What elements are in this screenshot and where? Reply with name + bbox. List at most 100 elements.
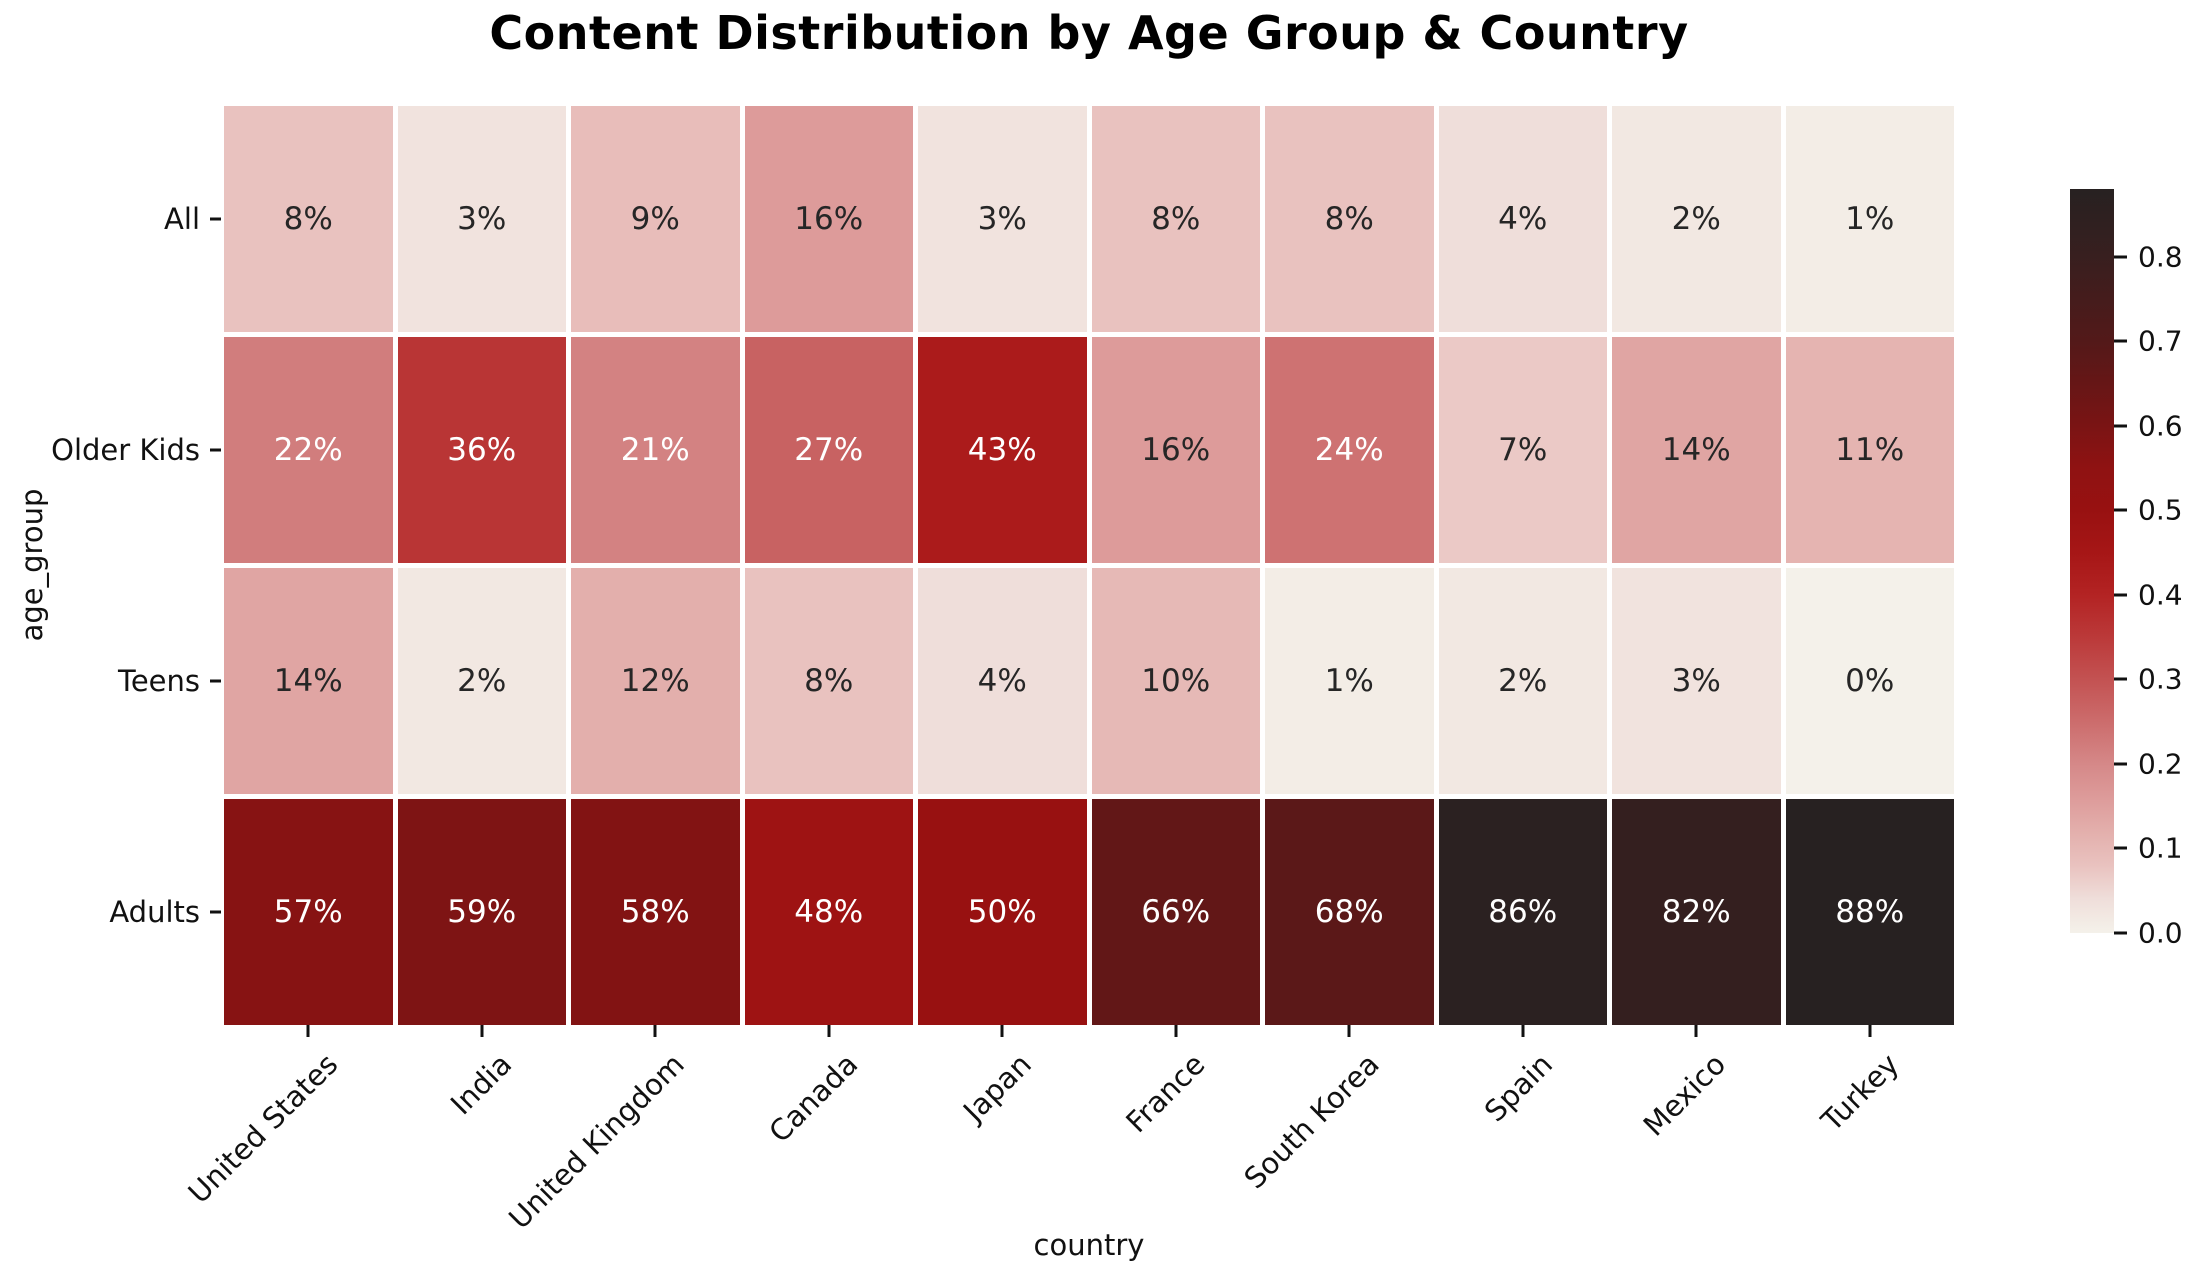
cell-value-label: 4% [1498,200,1548,237]
x-axis-title: country [1033,1228,1145,1262]
heatmap-cell: 43% [918,337,1087,563]
x-tick-label: United Kingdom [502,1047,692,1236]
colorbar-tick-mark [2114,255,2127,259]
cell-value-label: 24% [1314,431,1384,468]
colorbar [2070,189,2114,933]
heatmap-cell: 8% [224,106,393,332]
heatmap-cell: 12% [571,568,740,794]
heatmap-cell: 16% [744,106,913,332]
x-tick-mark [1000,1025,1004,1037]
y-axis-title: age_group [15,488,49,642]
cell-value-label: 10% [1141,662,1211,699]
heatmap-cell: 21% [571,337,740,563]
x-tick-label: Mexico [1636,1047,1733,1143]
heatmap-cell: 48% [744,799,913,1025]
y-tick-mark [210,910,221,914]
colorbar-tick-label: 0.5 [2138,493,2183,527]
x-tick-mark [480,1025,484,1037]
heatmap-cell: 58% [571,799,740,1025]
cell-value-label: 57% [273,893,343,930]
heatmap-cell: 1% [1265,568,1434,794]
y-tick-label: Teens [118,664,200,698]
heatmap-cell: 2% [1438,568,1607,794]
heatmap-cell: 88% [1785,799,1954,1025]
cell-value-label: 2% [457,662,507,699]
colorbar-tick-label: 0.8 [2138,240,2183,274]
cell-value-label: 22% [273,431,343,468]
x-tick-label: India [443,1047,518,1122]
y-tick-mark [210,448,221,452]
colorbar-tick-label: 0.2 [2138,747,2183,781]
cell-value-label: 11% [1835,431,1905,468]
cell-value-label: 36% [447,431,517,468]
heatmap-cell: 82% [1612,799,1781,1025]
colorbar-tick-mark [2114,762,2127,766]
cell-value-label: 8% [804,662,854,699]
heatmap-cell: 50% [918,799,1087,1025]
x-tick-mark [827,1025,831,1037]
cell-value-label: 9% [630,200,680,237]
cell-value-label: 21% [620,431,690,468]
colorbar-tick-mark [2114,508,2127,512]
x-tick-mark [1347,1025,1351,1037]
heatmap-cell: 27% [744,337,913,563]
x-tick-label: Turkey [1815,1047,1906,1138]
y-tick-label: All [164,202,200,236]
y-tick-mark [210,679,221,683]
cell-value-label: 16% [794,200,864,237]
colorbar-tick-label: 0.1 [2138,831,2183,865]
x-tick-mark [653,1025,657,1037]
heatmap-cell: 14% [224,568,393,794]
x-tick-mark [1174,1025,1178,1037]
x-tick-label: France [1119,1047,1212,1140]
heatmap-cell: 3% [918,106,1087,332]
x-tick-label: South Korea [1236,1047,1386,1196]
colorbar-tick-label: 0.6 [2138,409,2183,443]
x-tick-label: Canada [762,1047,865,1150]
heatmap-cell: 8% [1091,106,1260,332]
cell-value-label: 3% [1671,662,1721,699]
x-tick-mark [1868,1025,1872,1037]
cell-value-label: 1% [1845,200,1895,237]
heatmap-cell: 3% [397,106,566,332]
cell-value-label: 12% [620,662,690,699]
x-tick-label: Japan [957,1047,1039,1129]
heatmap-cell: 4% [918,568,1087,794]
heatmap-cell: 66% [1091,799,1260,1025]
colorbar-tick-mark [2114,846,2127,850]
x-tick-mark [306,1025,310,1037]
heatmap-cell: 9% [571,106,740,332]
heatmap-cell: 8% [744,568,913,794]
cell-value-label: 8% [1324,200,1374,237]
cell-value-label: 2% [1498,662,1548,699]
cell-value-label: 14% [1661,431,1731,468]
cell-value-label: 2% [1671,200,1721,237]
heatmap-cell: 8% [1265,106,1434,332]
x-tick-mark [1521,1025,1525,1037]
y-tick-label: Older Kids [51,433,200,467]
heatmap-cell: 68% [1265,799,1434,1025]
cell-value-label: 0% [1845,662,1895,699]
heatmap-cell: 36% [397,337,566,563]
heatmap-cell: 7% [1438,337,1607,563]
heatmap-cell: 16% [1091,337,1260,563]
cell-value-label: 68% [1314,893,1384,930]
heatmap-cell: 0% [1785,568,1954,794]
colorbar-tick-label: 0.4 [2138,578,2183,612]
colorbar-tick-mark [2114,593,2127,597]
cell-value-label: 88% [1835,893,1905,930]
cell-value-label: 66% [1141,893,1211,930]
colorbar-tick-mark [2114,931,2127,935]
cell-value-label: 82% [1661,893,1731,930]
heatmap-grid: 8% 3% 9% 16% 3% 8% 8% 4% 2% 1% 22% 36% 21% 27% 43% 16% 2… [224,106,1954,1025]
colorbar-tick-label: 0.0 [2138,916,2183,950]
heatmap-cell: 86% [1438,799,1607,1025]
heatmap-cell: 4% [1438,106,1607,332]
heatmap-cell: 2% [1612,106,1781,332]
cell-value-label: 86% [1488,893,1558,930]
colorbar-tick-mark [2114,424,2127,428]
cell-value-label: 43% [967,431,1037,468]
heatmap-cell: 2% [397,568,566,794]
cell-value-label: 59% [447,893,517,930]
